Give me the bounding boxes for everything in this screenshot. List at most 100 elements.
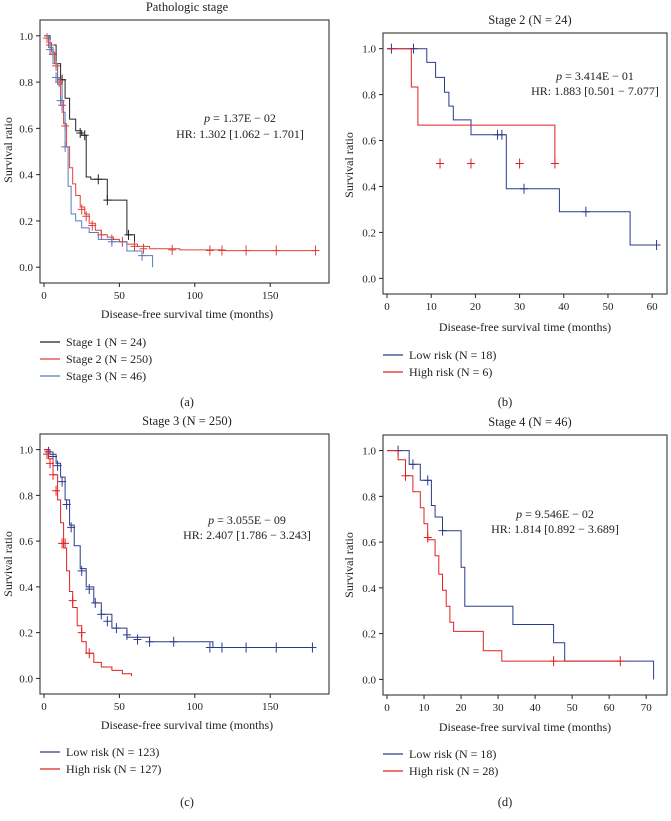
- panel-a-series-1-censor-20: [311, 245, 320, 256]
- panel-d-x-ticks: 0 10 20 30 40 50 60 70: [384, 695, 652, 714]
- panel-b-x-tick-label-1: 10: [426, 301, 438, 313]
- panel-c-p-symbol: p: [207, 513, 214, 527]
- panel-b-x-tick-label-4: 40: [558, 301, 570, 313]
- panel-a-y-axis-label: Survival ratio: [1, 117, 15, 183]
- panel-b-plot-frame: [382, 32, 668, 295]
- panel-a-legend: Stage 1 (N = 24) Stage 2 (N = 250) Stage 3…: [40, 335, 152, 383]
- panel-a-y-tick-label-5: 1.0: [19, 31, 33, 43]
- panel-a-series-1-censor-8: [82, 211, 91, 222]
- panel-b-y-ticks: 0.0 0.2 0.4 0.6 0.8 1.0: [362, 44, 383, 285]
- panel-c-series-1-censor-0: [43, 449, 52, 460]
- panel-c-series-0-censor-13: [133, 634, 142, 645]
- panel-b-series-1-line: [387, 48, 556, 164]
- panel-c-series-0-censor-17: [217, 642, 226, 653]
- panel-b-series-0-censor-3: [497, 129, 506, 140]
- panel-d-x-tick-label-6: 60: [604, 702, 616, 714]
- panel-c-y-tick-label-3: 0.6: [19, 536, 33, 548]
- panel-b-series-0-censor-5: [581, 206, 590, 217]
- panel-c-series-0-censor-20: [308, 642, 317, 653]
- panel-d-p-value: p = 9.546E − 02: [515, 507, 594, 521]
- panel-d-series-1-censor-3: [616, 656, 625, 667]
- panel-c-series-0-censor-10: [103, 616, 112, 627]
- panel-c-y-tick-label-2: 0.4: [19, 582, 33, 594]
- panel-a-series-2-censor-4: [107, 236, 116, 247]
- panel-a-series-1-censor-7: [77, 204, 86, 215]
- panel-a-series-1-censor-9: [88, 220, 97, 231]
- panel-c-series-1-censor-3: [52, 485, 61, 496]
- panel-c-series-1-censor-7: [77, 627, 86, 638]
- panel-a-series-2-censor-0: [46, 44, 55, 55]
- panel-b-y-tick-label-5: 1.0: [362, 44, 376, 56]
- panel-c-y-axis-label: Survival ratio: [1, 531, 15, 597]
- panel-b-series-1-censor-0: [436, 158, 445, 169]
- panel-a-plot-frame: [39, 19, 330, 284]
- panel-d-y-tick-label-3: 0.6: [362, 537, 376, 549]
- panel-d-x-tick-label-7: 70: [641, 702, 653, 714]
- panel-c-legend: Low risk (N = 123) High risk (N = 127): [40, 745, 161, 776]
- panel-d-plot-frame: [382, 434, 668, 696]
- panel-d-y-axis-label: Survival ratio: [342, 532, 356, 598]
- panel-a-legend-label-2: Stage 3 (N = 46): [66, 369, 146, 383]
- panel-c-x-tick-label-1: 50: [114, 701, 126, 713]
- panel-c-y-ticks: 0.0 0.2 0.4 0.6 0.8 1.0: [19, 445, 40, 685]
- panel-b: Stage 2 (N = 24) 0.0 0.2 0.4 0.6 0.8 1.0 0 10 2…: [342, 13, 668, 409]
- panel-d-x-axis-label: Disease-free survival time (months): [439, 720, 611, 734]
- panel-c: Stage 3 (N = 250) 0.0 0.2 0.4 0.6 0.8 1.0 0 50…: [1, 414, 330, 809]
- panel-d-legend: Low risk (N = 18) High risk (N = 28): [383, 747, 498, 778]
- panel-d-series-1-censor-1: [423, 532, 432, 543]
- panel-a-y-tick-label-4: 0.8: [19, 77, 33, 89]
- panel-c-series-0-censor-14: [145, 636, 154, 647]
- panel-c-series-1-line: [44, 449, 132, 677]
- panel-c-series-0-censor-8: [91, 597, 100, 608]
- panel-c-series-0-line: [44, 449, 316, 648]
- panel-d-series-0-censor-2: [423, 475, 432, 486]
- panel-d-x-tick-label-4: 40: [530, 702, 542, 714]
- panel-c-series-1-censor-6: [68, 595, 77, 606]
- panel-b-y-tick-label-0: 0.0: [362, 273, 376, 285]
- panel-a-series-2-censor-1: [52, 72, 61, 83]
- panel-a-series-1-censor-17: [217, 245, 226, 256]
- panel-a-series-1-censor-14: [139, 243, 148, 254]
- panel-d-x-tick-label-5: 50: [567, 702, 579, 714]
- panel-b-x-tick-label-3: 30: [514, 301, 526, 313]
- panel-a-x-tick-label-1: 50: [114, 290, 126, 302]
- panel-b-x-tick-label-6: 60: [647, 301, 659, 313]
- panel-c-legend-label-0: Low risk (N = 123): [66, 745, 159, 759]
- panel-d-label: (d): [498, 795, 513, 809]
- panel-d-curves: [387, 445, 655, 680]
- panel-b-y-tick-label-1: 0.2: [362, 227, 376, 239]
- panel-d-legend-label-1: High risk (N = 28): [409, 764, 498, 778]
- panel-a-series-2-censor-3: [61, 141, 70, 152]
- panel-c-x-axis-label: Disease-free survival time (months): [101, 718, 273, 732]
- panel-a-y-tick-label-2: 0.4: [19, 170, 33, 182]
- panel-c-hazard-ratio: HR: 2.407 [1.786 − 3.243]: [183, 528, 311, 542]
- panel-a-series-0-censor-3: [80, 130, 89, 141]
- panel-b-series-1-censor-1: [466, 158, 475, 169]
- panel-a-series-1-censor-16: [205, 245, 214, 256]
- panel-d-series-1-censor-0: [401, 470, 410, 481]
- panel-b-x-ticks: 0 10 20 30 40 50 60: [384, 294, 658, 313]
- panel-c-x-tick-label-0: 0: [41, 701, 47, 713]
- panel-b-series-0-line: [387, 48, 657, 246]
- panel-a-y-ticks: 0.0 0.2 0.4 0.6 0.8 1.0: [19, 31, 40, 274]
- panel-c-series-0-censor-6: [77, 565, 86, 576]
- panel-a-series-1-censor-3: [52, 60, 61, 71]
- panel-b-curves: [387, 43, 661, 251]
- panel-c-series-1-censor-1: [46, 458, 55, 469]
- panel-a-y-tick-label-0: 0.0: [19, 262, 33, 274]
- panel-a-x-tick-label-3: 150: [262, 290, 279, 302]
- panel-c-series-0-censor-9: [97, 609, 106, 620]
- panel-d-x-tick-label-1: 10: [419, 702, 431, 714]
- panel-a-series-0-censor-5: [103, 195, 112, 206]
- panel-a-series-2-censor-5: [138, 250, 147, 261]
- panel-c-label: (c): [180, 795, 194, 809]
- panel-a-legend-label-0: Stage 1 (N = 24): [66, 335, 146, 349]
- panel-c-p-value: p = 3.055E − 09: [207, 513, 286, 527]
- panel-d-y-tick-label-0: 0.0: [362, 674, 376, 686]
- panel-b-x-tick-label-5: 50: [602, 301, 614, 313]
- panel-a-curves: [43, 33, 320, 268]
- panel-b-x-tick-label-0: 0: [384, 301, 390, 313]
- panel-d-series-1-censor-2: [549, 656, 558, 667]
- panel-b-y-tick-label-2: 0.4: [362, 181, 376, 193]
- panel-d-series-0-line: [387, 450, 655, 680]
